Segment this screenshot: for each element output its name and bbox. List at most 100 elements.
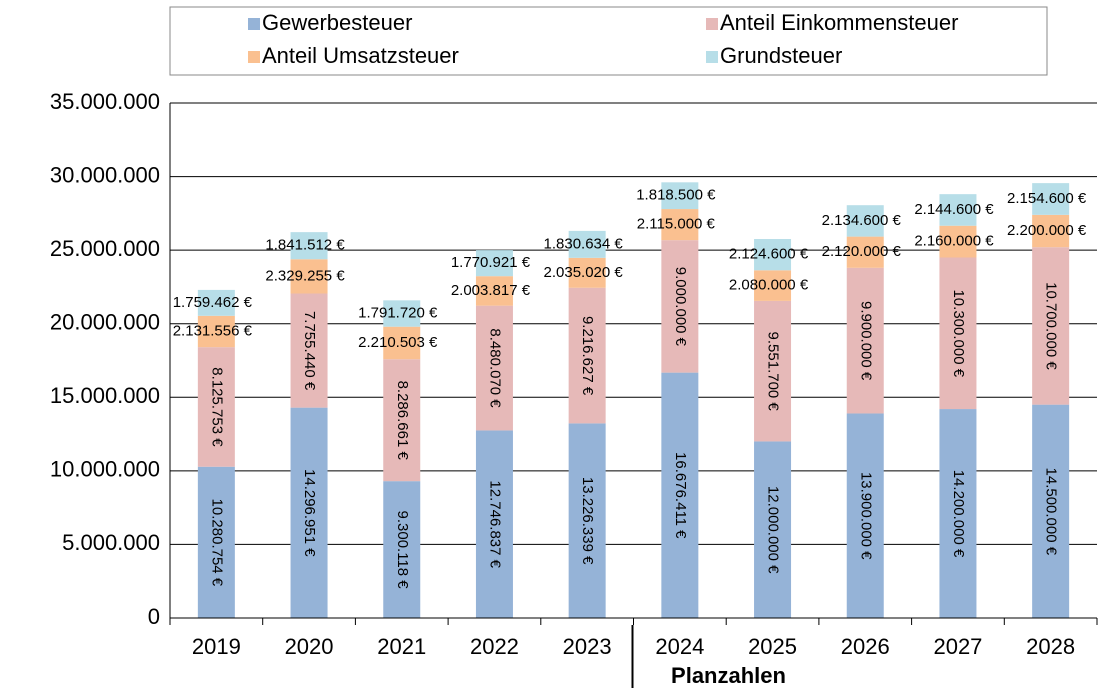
- bar-segment: [661, 209, 699, 241]
- bar-segment: [1032, 247, 1070, 405]
- value-label: 16.676.411 €: [672, 452, 689, 539]
- y-tick-label: 0: [148, 604, 160, 629]
- value-label: 9.300.118 €: [394, 511, 411, 590]
- value-label: 1.830.634 €: [544, 235, 624, 252]
- bar-segment: [475, 250, 513, 277]
- bar-segment: [475, 305, 513, 431]
- bar-segment: [1032, 404, 1070, 618]
- legend-swatch: [248, 51, 260, 63]
- value-label: 8.286.661 €: [394, 381, 411, 461]
- bar-segment: [383, 326, 421, 360]
- bar-segment: [383, 481, 421, 618]
- x-tick-label: 2022: [470, 634, 519, 659]
- value-label: 2.120.000 €: [822, 243, 902, 260]
- x-tick-label: 2019: [192, 634, 241, 659]
- value-label: 2.080.000 €: [729, 277, 809, 294]
- y-tick-label: 20.000.000: [50, 310, 160, 335]
- x-tick-label: 2028: [1026, 634, 1075, 659]
- legend-swatch: [706, 51, 718, 63]
- bar-segment: [846, 205, 884, 237]
- bar-segment: [1032, 183, 1070, 215]
- x-tick-label: 2025: [748, 634, 797, 659]
- bar-segment: [939, 194, 977, 226]
- bar-segment: [383, 359, 421, 482]
- bar-segment: [568, 287, 606, 424]
- value-label: 10.300.000 €: [950, 289, 967, 377]
- value-label: 14.296.951 €: [301, 469, 318, 557]
- bar-segment: [383, 300, 421, 327]
- bar-segment: [197, 466, 235, 618]
- bar-segment: [939, 409, 977, 618]
- y-tick-label: 5.000.000: [62, 530, 160, 555]
- value-label: 7.755.440 €: [301, 311, 318, 391]
- y-tick-label: 30.000.000: [50, 162, 160, 187]
- legend-swatch: [248, 18, 260, 30]
- x-tick-label: 2020: [285, 634, 334, 659]
- legend-box: [169, 6, 1048, 76]
- x-tick-label: 2027: [933, 634, 982, 659]
- bar-segment: [197, 347, 235, 467]
- bar-segment: [568, 257, 606, 288]
- bar-segment: [568, 230, 606, 258]
- value-label: 2.329.255 €: [265, 267, 345, 284]
- bar-segment: [475, 430, 513, 618]
- value-label: 2.003.817 €: [451, 282, 531, 299]
- value-label: 13.226.339 €: [579, 477, 596, 565]
- bar-segment: [754, 239, 792, 271]
- bar-segment: [661, 240, 699, 373]
- value-label: 2.124.600 €: [729, 246, 809, 263]
- bar-segment: [1032, 214, 1070, 248]
- value-label: 13.900.000 €: [857, 472, 874, 560]
- value-label: 2.035.020 €: [544, 264, 624, 281]
- bar-segment: [475, 276, 513, 306]
- value-label: 8.480.070 €: [486, 328, 503, 408]
- bar-segment: [754, 300, 792, 442]
- value-label: 14.500.000 €: [1043, 468, 1060, 556]
- bar-segment: [290, 293, 328, 408]
- value-label: 1.770.921 €: [451, 254, 531, 271]
- bar-segment: [754, 441, 792, 618]
- value-label: 8.125.753 €: [208, 367, 225, 447]
- annotation: Planzahlen: [671, 663, 786, 688]
- bar-segment: [290, 259, 328, 294]
- value-label: 12.746.837 €: [486, 480, 503, 568]
- bar-segment: [197, 315, 235, 348]
- value-label: 9.000.000 €: [672, 267, 689, 347]
- value-label: 2.160.000 €: [914, 233, 994, 250]
- value-label: 10.700.000 €: [1043, 282, 1060, 370]
- x-tick-label: 2023: [563, 634, 612, 659]
- bar-segment: [197, 289, 235, 316]
- legend-label: Anteil Umsatzsteuer: [262, 43, 459, 68]
- legend-swatch: [706, 18, 718, 30]
- value-label: 1.841.512 €: [265, 237, 345, 254]
- value-label: 2.144.600 €: [914, 201, 994, 218]
- value-label: 2.115.000 €: [637, 216, 716, 233]
- value-label: 14.200.000 €: [950, 470, 967, 558]
- x-tick-label: 2024: [655, 634, 704, 659]
- bar-segment: [290, 407, 328, 618]
- y-tick-label: 15.000.000: [50, 383, 160, 408]
- legend-label: Grundsteuer: [720, 43, 842, 68]
- y-tick-label: 10.000.000: [50, 457, 160, 482]
- bar-segment: [754, 270, 792, 301]
- value-label: 2.131.556 €: [173, 322, 253, 339]
- legend-label: Anteil Einkommensteuer: [720, 10, 958, 35]
- y-tick-label: 25.000.000: [50, 236, 160, 261]
- value-label: 1.791.720 €: [358, 304, 438, 321]
- legend-label: Gewerbesteuer: [262, 10, 412, 35]
- bar-segment: [939, 257, 977, 410]
- value-label: 2.154.600 €: [1007, 190, 1087, 207]
- x-tick-label: 2021: [377, 634, 426, 659]
- value-label: 12.000.000 €: [765, 486, 782, 574]
- bar-segment: [846, 236, 884, 268]
- value-label: 9.551.700 €: [765, 332, 782, 412]
- value-label: 1.818.500 €: [636, 187, 716, 204]
- value-label: 2.210.503 €: [358, 334, 438, 351]
- bar-segment: [661, 372, 699, 618]
- value-label: 9.900.000 €: [857, 301, 874, 381]
- x-tick-label: 2026: [841, 634, 890, 659]
- bar-segment: [661, 182, 699, 210]
- bar-segment: [568, 423, 606, 618]
- bar-segment: [939, 225, 977, 258]
